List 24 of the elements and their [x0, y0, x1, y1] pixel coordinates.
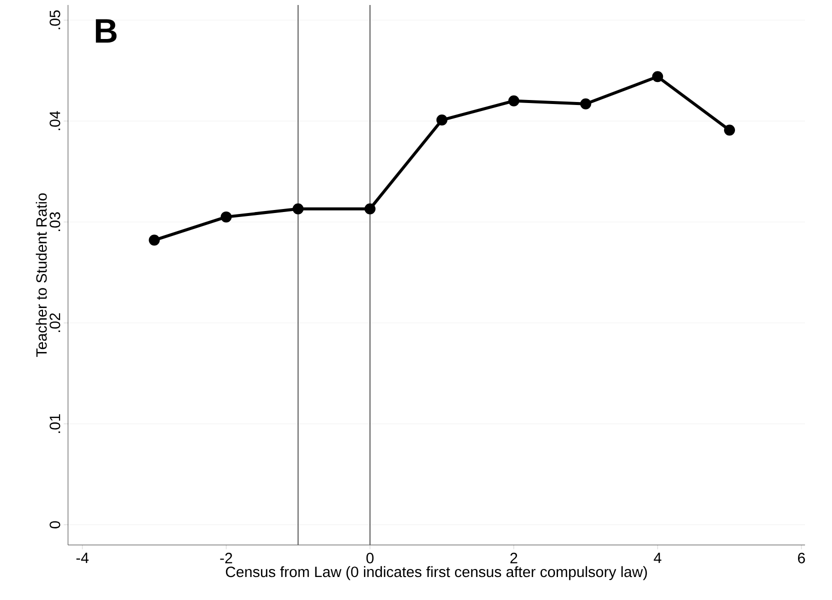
point	[364, 203, 376, 214]
x-tick-label: 2	[510, 552, 518, 564]
y-tick-label: .02	[50, 313, 60, 332]
point	[292, 203, 304, 214]
point	[652, 71, 664, 82]
point	[508, 95, 520, 106]
x-tick-label: -2	[220, 552, 232, 564]
x-tick-label: 6	[798, 552, 805, 564]
point	[436, 114, 448, 126]
x-axis-title: Census from Law (0 indicates first census after compulsory law)	[226, 566, 647, 580]
x-tick-label: 0	[366, 552, 374, 564]
point	[220, 211, 232, 222]
y-tick-label: 0	[50, 521, 60, 528]
point	[724, 124, 736, 136]
y-axis-title: Teacher to Student Ratio	[36, 193, 47, 357]
y-tick-label: .05	[50, 10, 60, 30]
point	[148, 234, 160, 246]
y-tick-label: .01	[50, 414, 60, 433]
x-tick-label: -4	[76, 552, 89, 564]
annotation: B	[96, 19, 117, 43]
point	[580, 98, 592, 110]
y-tick-label: .04	[50, 111, 60, 130]
y-tick-label: .03	[50, 212, 60, 232]
x-tick-label: 4	[654, 552, 662, 564]
